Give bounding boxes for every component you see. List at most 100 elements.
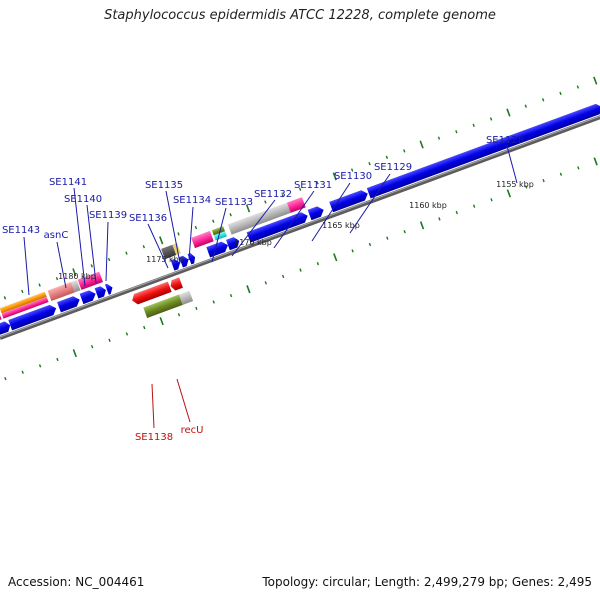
major-tick: [159, 236, 164, 245]
gene-label[interactable]: SE1139: [89, 210, 127, 221]
gene-block: [206, 241, 228, 258]
kbp-label: 1165 kbp: [322, 221, 360, 230]
inner-tick-track: [4, 157, 598, 381]
gene-block: [307, 206, 324, 221]
gene-block: [170, 258, 181, 271]
genome-backbone: [0, 94, 600, 340]
gene-label[interactable]: SE1140: [64, 194, 102, 205]
minor-tick: [229, 213, 232, 217]
minor-tick: [177, 313, 181, 317]
major-tick: [72, 349, 77, 358]
minor-tick: [56, 357, 59, 362]
major-tick: [593, 157, 598, 166]
minor-tick: [21, 370, 24, 374]
minor-tick: [541, 98, 545, 102]
minor-tick: [316, 262, 320, 266]
minor-tick: [195, 306, 198, 311]
map-title: Staphylococcus epidermidis ATCC 12228, c…: [104, 8, 496, 23]
gene-label[interactable]: SE1135: [145, 180, 183, 191]
gene-block: [143, 294, 183, 318]
minor-tick: [350, 168, 354, 172]
gene-block: [226, 237, 240, 251]
minor-tick: [542, 178, 545, 183]
minor-tick: [316, 181, 319, 185]
gene-block: [57, 296, 80, 313]
major-tick: [506, 108, 511, 117]
gene-block: [104, 283, 113, 295]
gene-block: [79, 290, 96, 305]
kbp-label: 1155 kbp: [496, 180, 534, 189]
minor-tick: [177, 232, 180, 236]
minor-tick: [490, 198, 493, 202]
minor-tick: [281, 193, 284, 198]
gene-block: [170, 277, 183, 291]
gene-block: [213, 231, 227, 241]
gene-label[interactable]: asnC: [44, 230, 69, 241]
gene-block: [191, 230, 214, 249]
gene-block: [0, 291, 47, 314]
minor-tick: [125, 332, 129, 336]
minor-tick: [438, 217, 441, 221]
minor-tick: [403, 230, 406, 234]
gene-block: [178, 290, 194, 305]
minor-tick: [386, 236, 389, 240]
minor-tick: [403, 149, 406, 153]
gene-label[interactable]: SE1128: [486, 135, 524, 146]
minor-tick: [385, 155, 389, 159]
kbp-label: 1180 kbp: [58, 272, 96, 281]
minor-tick: [559, 172, 563, 176]
minor-tick: [90, 264, 93, 268]
reverse-leaders: [151, 378, 191, 429]
kbp-label: 1175 kbp: [146, 255, 184, 264]
gene-label[interactable]: SE1134: [173, 195, 211, 206]
gene-label[interactable]: SE1138: [135, 432, 173, 443]
gene-block: [161, 244, 177, 260]
gene-label[interactable]: SE1133: [215, 197, 253, 208]
minor-tick: [455, 130, 458, 134]
reverse-strand: [132, 277, 194, 318]
accession-text: Accession: NC_004461: [8, 575, 145, 589]
minor-tick: [281, 274, 285, 279]
minor-tick: [264, 281, 267, 285]
minor-tick: [3, 296, 7, 300]
gene-block: [8, 304, 57, 331]
minor-tick: [91, 345, 94, 349]
topology-text: Topology: circular; Length: 2,499,279 bp…: [262, 575, 592, 589]
major-tick: [419, 221, 425, 230]
minor-tick: [108, 338, 111, 342]
kbp-label: 1160 kbp: [409, 201, 447, 210]
minor-tick: [212, 219, 215, 223]
gene-block: [94, 286, 106, 299]
gene-label[interactable]: SE1130: [334, 171, 372, 182]
minor-tick: [107, 257, 111, 262]
gene-label[interactable]: SE1132: [254, 189, 292, 200]
gene-label[interactable]: SE1131: [294, 180, 332, 191]
gene-block: [366, 103, 600, 199]
minor-tick: [142, 245, 146, 249]
minor-tick: [472, 204, 476, 208]
minor-tick: [264, 200, 267, 204]
outer-tick-track: [3, 76, 598, 300]
gene-label[interactable]: SE1129: [374, 162, 412, 173]
gene-block: [47, 282, 75, 301]
minor-tick: [229, 293, 233, 298]
minor-tick: [125, 251, 128, 255]
gene-block: [211, 226, 225, 236]
minor-tick: [351, 249, 354, 253]
minor-tick: [576, 85, 580, 89]
minor-tick: [472, 123, 475, 127]
gene-label[interactable]: SE1143: [2, 225, 40, 236]
gene-label[interactable]: SE1136: [129, 213, 167, 224]
gene-block: [329, 190, 368, 213]
minor-tick: [368, 162, 371, 166]
gene-label[interactable]: SE1141: [49, 177, 87, 188]
major-tick: [593, 76, 598, 85]
gene-label[interactable]: recU: [181, 425, 204, 436]
minor-tick: [299, 268, 302, 272]
minor-tick: [577, 166, 580, 170]
major-tick: [506, 189, 511, 198]
minor-tick: [437, 136, 441, 140]
major-tick: [72, 268, 77, 277]
major-tick: [245, 204, 251, 213]
